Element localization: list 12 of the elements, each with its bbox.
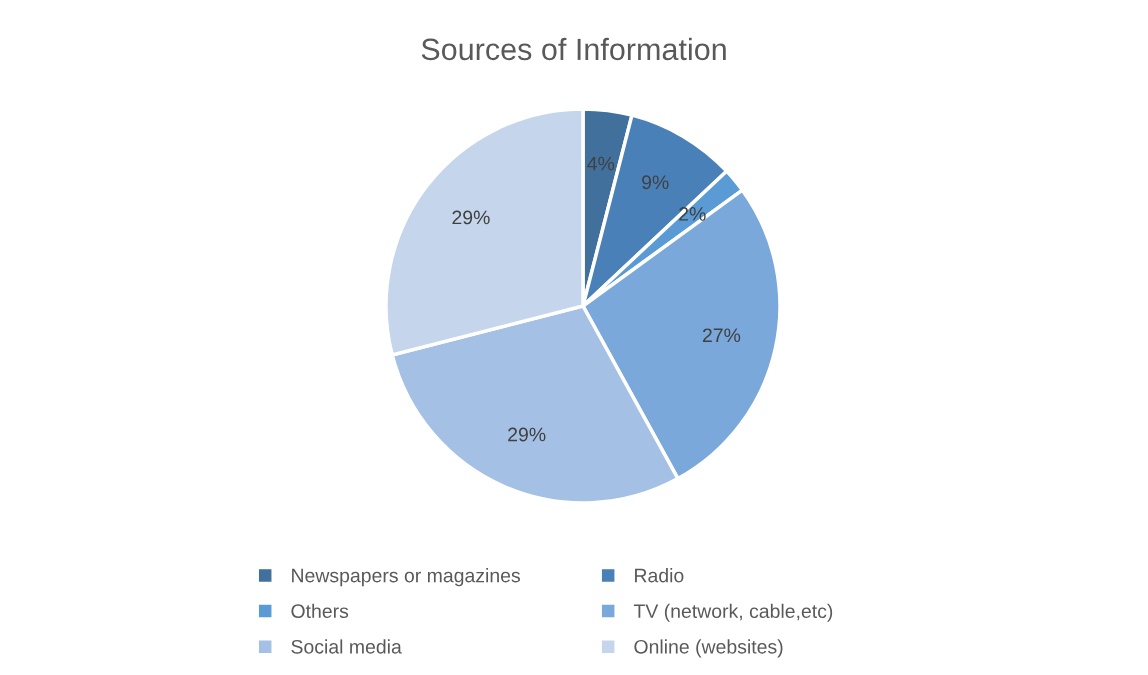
data-label: 9% <box>642 175 669 190</box>
legend-label: Newspapers or magazines <box>292 568 520 587</box>
legend-label: TV (network, cable,etc) <box>633 603 833 622</box>
data-label: 4% <box>587 156 615 171</box>
legend-label: Social media <box>291 639 402 654</box>
chart-title: Sources of Information <box>421 37 726 61</box>
data-label: 29% <box>508 427 546 442</box>
legend-label: Radio <box>635 568 684 583</box>
legend-label: Online (websites) <box>634 639 783 658</box>
data-label: 29% <box>452 210 490 225</box>
data-label: 27% <box>702 328 741 343</box>
legend-label: Others <box>291 603 349 619</box>
